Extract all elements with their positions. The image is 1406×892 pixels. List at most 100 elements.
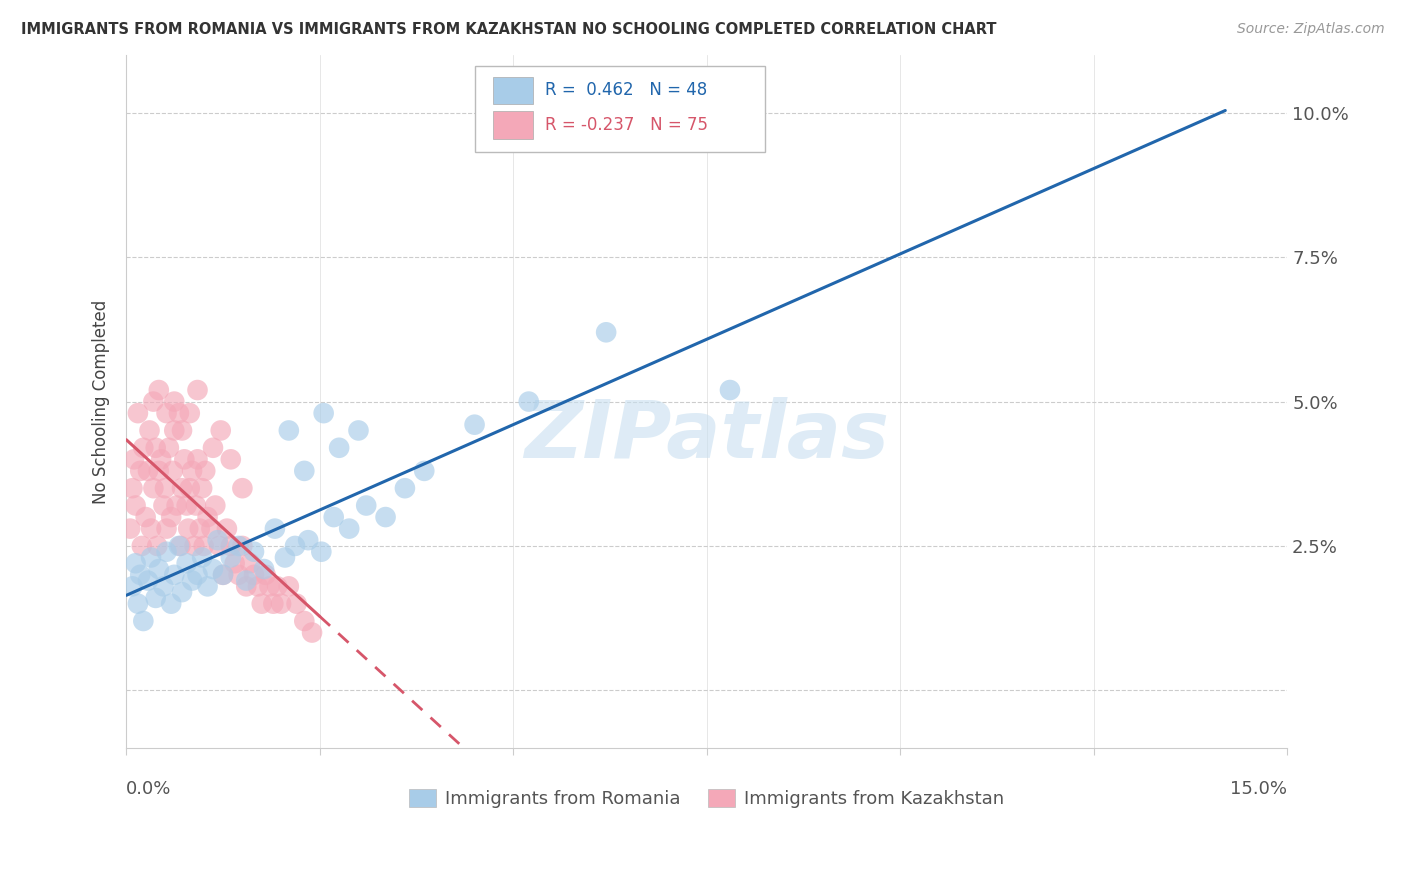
Point (169, 539, 191, 553)
Point (131, 539, 153, 553)
Point (177, 522, 200, 536)
Point (152, 499, 174, 513)
Point (170, 424, 193, 438)
Point (191, 550, 214, 565)
Point (250, 597, 273, 611)
Point (264, 522, 287, 536)
Point (163, 424, 186, 438)
Point (200, 522, 222, 536)
Point (219, 550, 242, 565)
Point (292, 464, 315, 478)
Point (139, 550, 162, 565)
Point (191, 481, 214, 495)
Point (142, 394, 165, 409)
Text: Source: ZipAtlas.com: Source: ZipAtlas.com (1237, 22, 1385, 37)
Point (186, 567, 208, 582)
Point (138, 424, 160, 438)
Point (136, 464, 159, 478)
Point (337, 522, 360, 536)
Point (243, 545, 266, 559)
Point (297, 533, 319, 548)
Point (413, 464, 436, 478)
Point (170, 481, 193, 495)
Point (322, 510, 344, 524)
Point (270, 597, 292, 611)
Point (155, 545, 177, 559)
Point (139, 522, 162, 536)
Point (170, 585, 193, 599)
Point (121, 481, 143, 495)
Point (160, 510, 183, 524)
Point (120, 522, 142, 536)
Text: 0.0%: 0.0% (127, 780, 172, 797)
Point (176, 499, 198, 513)
Point (155, 406, 177, 420)
Point (150, 452, 173, 467)
Point (212, 567, 235, 582)
FancyBboxPatch shape (494, 77, 533, 104)
Point (124, 556, 146, 570)
Point (235, 579, 257, 593)
Point (146, 539, 169, 553)
Point (183, 539, 205, 553)
Point (121, 579, 143, 593)
Point (224, 556, 246, 570)
Point (153, 481, 176, 495)
FancyBboxPatch shape (494, 112, 533, 139)
Point (179, 406, 201, 420)
Point (145, 441, 167, 455)
Point (186, 383, 208, 397)
Point (277, 424, 299, 438)
Point (228, 539, 250, 553)
Point (181, 574, 204, 588)
Point (207, 533, 229, 548)
Text: IMMIGRANTS FROM ROMANIA VS IMMIGRANTS FROM KAZAKHSTAN NO SCHOOLING COMPLETED COR: IMMIGRANTS FROM ROMANIA VS IMMIGRANTS FR… (21, 22, 997, 37)
Point (135, 510, 157, 524)
Point (243, 567, 266, 582)
Point (142, 481, 165, 495)
Point (212, 567, 235, 582)
Point (155, 522, 177, 536)
Point (347, 424, 370, 438)
Point (312, 406, 335, 420)
Point (184, 499, 207, 513)
Point (274, 550, 297, 565)
Point (148, 464, 170, 478)
Point (284, 539, 307, 553)
Point (197, 579, 219, 593)
Text: R = -0.237   N = 75: R = -0.237 N = 75 (546, 116, 709, 134)
Point (228, 567, 250, 582)
Point (718, 383, 741, 397)
Text: 15.0%: 15.0% (1230, 780, 1288, 797)
Point (239, 556, 262, 570)
Point (127, 406, 149, 420)
Point (157, 441, 180, 455)
Point (301, 625, 323, 640)
Point (193, 539, 215, 553)
Point (162, 464, 184, 478)
Point (204, 499, 226, 513)
Point (354, 499, 377, 513)
Point (188, 522, 211, 536)
Point (186, 452, 208, 467)
Point (148, 562, 170, 576)
Point (464, 417, 486, 432)
Point (277, 579, 299, 593)
Point (595, 326, 617, 340)
Point (235, 574, 257, 588)
Text: ZIPatlas: ZIPatlas (524, 397, 889, 475)
Point (266, 579, 288, 593)
Point (231, 539, 253, 553)
Point (259, 579, 281, 593)
Point (173, 452, 195, 467)
Point (262, 597, 284, 611)
Point (285, 597, 308, 611)
Point (201, 562, 224, 576)
Point (209, 424, 232, 438)
Point (179, 481, 201, 495)
Point (253, 562, 276, 576)
Point (166, 499, 188, 513)
Point (163, 394, 186, 409)
Point (132, 614, 155, 628)
Point (167, 406, 190, 420)
